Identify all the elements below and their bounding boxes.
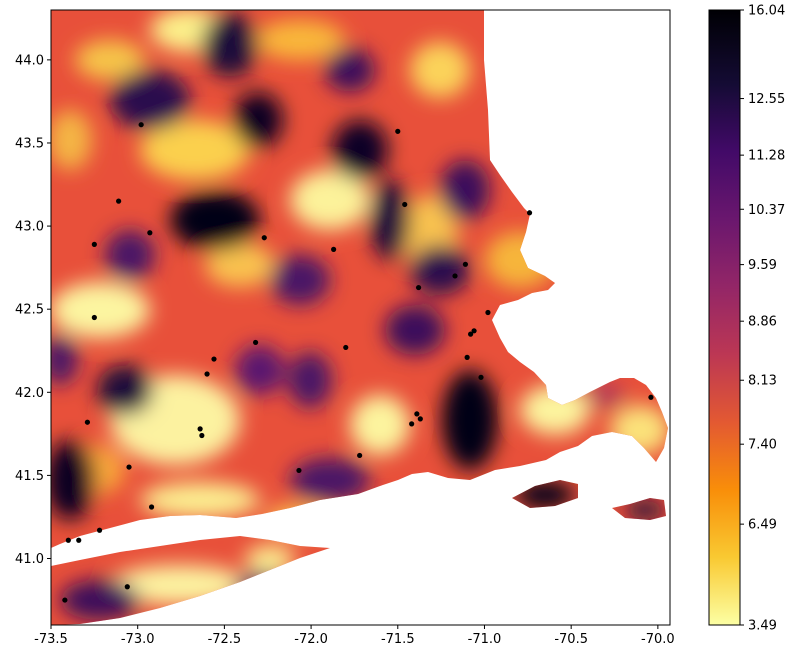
station-point [211,356,217,362]
station-point [357,452,363,459]
station-point [485,309,491,316]
x-tick-label: -70.5 [554,632,588,647]
station-point [415,284,422,291]
colorbar-ticks: 16.04 12.55 11.28 10.37 9.59 8.86 8.13 7.40 6.49… [740,4,785,634]
y-tick-label: 41.5 [15,469,44,484]
colorbar-tick-label: 7.40 [748,438,777,453]
colorbar-tick-label: 12.55 [748,92,785,107]
station-point [252,339,259,346]
station-point [478,374,484,380]
y-tick-label: 43.5 [15,136,44,151]
colorbar-gradient [708,9,741,626]
station-point [261,235,267,241]
station-point [148,504,155,510]
station-point [417,416,423,422]
y-tick-label: 42.0 [15,386,44,401]
y-tick-label: 41.0 [15,552,44,567]
colorbar-tick-label: 11.28 [748,149,785,164]
station-point [126,464,132,470]
colorbar-tick-label: 8.86 [748,315,777,330]
station-point [62,597,68,603]
station-point [296,467,302,474]
y-tick-label: 44.0 [15,53,44,68]
x-tick-label: -73.5 [34,632,68,647]
station-point [199,432,205,439]
station-point [526,210,533,216]
station-point [409,421,415,427]
station-point [414,411,420,417]
colorbar-tick-label: 16.04 [748,4,785,19]
station-markers [62,122,654,603]
y-tick-label: 43.0 [15,220,44,235]
interpolated-surface [51,10,668,625]
colorbar-tick-label: 8.13 [748,374,777,389]
station-point [116,198,122,204]
station-point [402,201,408,208]
x-tick-label: -71.0 [468,632,502,647]
station-point [147,230,153,236]
x-axis: -73.5 -73.0 -72.5 -72.0 -71.5 -71.0 -70.5 -70.0 [34,625,675,647]
station-point [91,241,97,247]
station-point [65,537,71,543]
station-point [471,328,477,334]
station-point [343,344,349,351]
station-point [84,419,91,425]
y-tick-label: 42.5 [15,303,44,318]
colorbar: 16.04 12.55 11.28 10.37 9.59 8.86 8.13 7.40 6.49… [708,4,785,634]
station-point [91,314,97,321]
y-axis: 41.0 41.5 42.0 42.5 43.0 43.5 44.0 [15,53,51,567]
station-point [468,331,474,337]
station-point [197,426,203,432]
station-point [124,584,130,590]
station-point [648,394,654,400]
station-point [96,527,103,533]
station-point [395,128,401,134]
station-point [462,261,469,267]
station-point [138,122,144,128]
station-point [76,537,82,543]
colorbar-tick-label: 3.49 [748,619,777,634]
x-tick-label: -71.5 [381,632,415,647]
colorbar-tick-label: 10.37 [748,203,785,218]
x-tick-label: -72.0 [294,632,328,647]
colorbar-tick-label: 9.59 [748,258,777,273]
heatmap-plot-area [51,10,668,625]
x-tick-label: -70.0 [641,632,675,647]
x-tick-label: -73.0 [121,632,155,647]
plot-frame [50,9,671,626]
station-point [464,354,470,360]
station-point [204,371,210,377]
colorbar-tick-label: 6.49 [748,518,777,533]
station-point [452,273,458,279]
station-point [331,246,337,252]
x-tick-label: -72.5 [208,632,242,647]
